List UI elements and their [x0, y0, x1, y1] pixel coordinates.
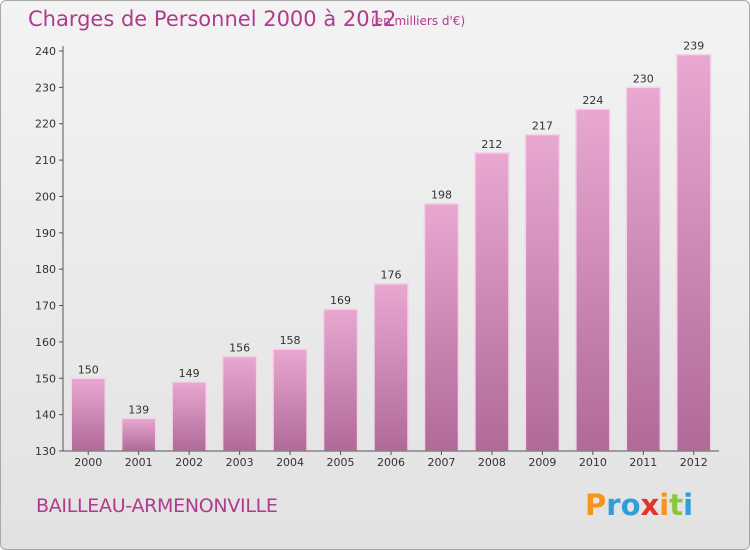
x-tick-2000: 2000	[74, 456, 102, 469]
data-label-2001: 139	[128, 403, 149, 416]
x-tick-2011: 2011	[629, 456, 657, 469]
data-label-2003: 156	[229, 341, 250, 354]
x-tick-2004: 2004	[276, 456, 304, 469]
data-label-2000: 150	[78, 363, 99, 376]
y-tick-230: 230	[35, 81, 56, 94]
logo-letter-3: x	[640, 488, 660, 522]
x-tick-2008: 2008	[478, 456, 506, 469]
x-tick-2006: 2006	[377, 456, 405, 469]
bars-layer	[70, 53, 712, 452]
logo-letter-1: r	[606, 488, 621, 522]
x-tick-2002: 2002	[175, 456, 203, 469]
y-tick-190: 190	[35, 227, 56, 240]
x-tick-2012: 2012	[680, 456, 708, 469]
bar-2006	[373, 282, 409, 452]
bar-2007	[423, 202, 460, 452]
chart-title: Charges de Personnel 2000 à 2012	[28, 7, 397, 31]
data-label-2002: 149	[179, 367, 200, 380]
x-tick-2003: 2003	[226, 456, 254, 469]
y-tick-150: 150	[35, 372, 56, 385]
y-tick-140: 140	[35, 409, 56, 422]
y-tick-170: 170	[35, 300, 56, 313]
data-label-2006: 176	[381, 269, 402, 282]
bar-2000	[70, 377, 106, 452]
bar-2001	[120, 417, 157, 452]
y-tick-240: 240	[35, 45, 56, 58]
x-tick-2001: 2001	[125, 456, 153, 469]
y-tick-130: 130	[35, 445, 56, 458]
data-label-2012: 239	[683, 40, 704, 53]
x-tick-2007: 2007	[427, 456, 455, 469]
bar-2009	[524, 133, 561, 452]
data-label-2005: 169	[330, 294, 351, 307]
data-label-2004: 158	[280, 334, 301, 347]
chart-subtitle: (en milliers d'€)	[371, 14, 466, 28]
logo-letter-5: t	[669, 488, 684, 522]
logo-letter-0: P	[585, 488, 607, 522]
y-tick-210: 210	[35, 154, 56, 167]
commune-name: BAILLEAU-ARMENONVILLE	[36, 495, 278, 517]
ticks-layer: 2000 2001 2002 2003 2004 2005 2006 2007 2008 2009…	[35, 45, 708, 469]
bar-2012	[676, 53, 712, 452]
axes-layer	[59, 46, 719, 455]
logo-letter-2: o	[620, 488, 641, 522]
bar-2010	[575, 108, 611, 452]
data-label-2010: 224	[582, 94, 603, 107]
data-label-2008: 212	[481, 138, 502, 151]
y-tick-200: 200	[35, 190, 56, 203]
logo-letter-6: i	[683, 488, 694, 522]
x-tick-2009: 2009	[528, 456, 556, 469]
data-label-2011: 230	[633, 72, 654, 85]
y-tick-220: 220	[35, 118, 56, 131]
bar-2004	[272, 348, 308, 452]
y-tick-160: 160	[35, 336, 56, 349]
logo-letter-4: i	[659, 488, 670, 522]
data-label-2007: 198	[431, 189, 452, 202]
x-tick-2005: 2005	[327, 456, 355, 469]
bar-2002	[171, 381, 207, 452]
data-label-2009: 217	[532, 120, 553, 133]
bar-2003	[221, 355, 258, 452]
y-tick-180: 180	[35, 263, 56, 276]
x-tick-2010: 2010	[579, 456, 607, 469]
proxiti-logo[interactable]: Proxiti	[585, 488, 693, 522]
data-labels-layer: 150 139 149 156 158 169 176 198 212 217 224 230 239	[78, 40, 705, 417]
bar-2005	[322, 308, 359, 452]
bar-2011	[625, 86, 662, 452]
bar-2008	[474, 152, 510, 452]
